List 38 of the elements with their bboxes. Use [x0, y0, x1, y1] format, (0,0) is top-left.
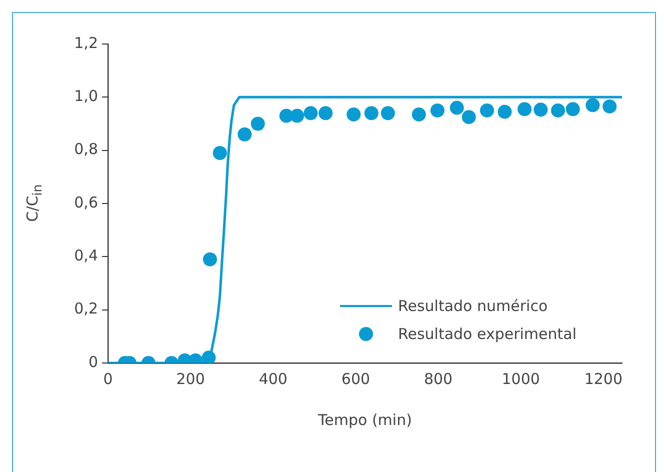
x-tick-label: 1200 — [584, 370, 623, 388]
y-tick-label: 0,2 — [74, 300, 98, 318]
point — [551, 103, 566, 118]
x-axis-title: Tempo (min) — [318, 411, 412, 429]
y-tick-label: 1,0 — [74, 87, 98, 106]
point — [250, 116, 265, 131]
x-tick-label: 800 — [424, 370, 453, 388]
y-tick-label: 0 — [88, 352, 98, 371]
point — [412, 107, 426, 122]
x-tick-label: 1000 — [502, 370, 540, 388]
point — [346, 107, 361, 122]
y-tick-label: 1,2 — [74, 34, 98, 52]
point — [480, 103, 494, 118]
legend-label: Resultado numérico — [398, 297, 548, 315]
point — [518, 102, 532, 116]
point — [566, 102, 580, 116]
x-tick-label: 200 — [176, 370, 205, 388]
point — [212, 146, 227, 160]
point — [450, 100, 464, 115]
y-tick-label: 0,4 — [74, 246, 98, 265]
x-tick-label: 400 — [258, 370, 288, 388]
y-tick-label: 0,6 — [74, 193, 98, 212]
point — [462, 110, 476, 124]
point — [380, 106, 395, 120]
x-tick-label: 0 — [103, 370, 113, 388]
point — [290, 108, 304, 123]
point — [364, 106, 378, 120]
legend-label: Resultado experimental — [398, 325, 577, 343]
x-tick-label: 600 — [341, 370, 370, 388]
point — [318, 106, 333, 120]
point — [602, 99, 617, 114]
point — [304, 106, 318, 120]
point — [430, 103, 444, 118]
point — [534, 102, 548, 117]
point — [238, 127, 252, 142]
point — [498, 104, 512, 119]
point — [586, 98, 600, 112]
y-tick-label: 0,8 — [74, 140, 98, 158]
